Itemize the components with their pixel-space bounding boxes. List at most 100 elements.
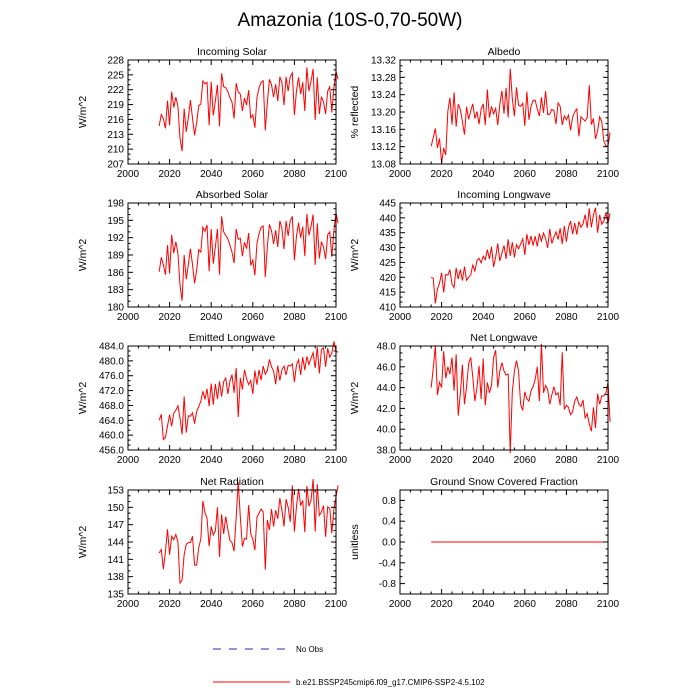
panel-8: 2000 2020 2040 2060 2080 2100 -0.8 -0.4 0.0 0.4 0.… (349, 476, 620, 610)
y-tick-label: 207 (107, 160, 124, 171)
panel-7: 2000 2020 2040 2060 2080 2100 135 138 141 144 147 1… (77, 476, 348, 610)
y-tick-label: 13.24 (371, 90, 396, 101)
x-tick-label: 2040 (200, 455, 223, 466)
y-tick-label: 189 (107, 251, 124, 262)
x-tick-label: 2080 (283, 599, 306, 610)
x-tick-label: 2060 (242, 455, 265, 466)
y-tick-label: 13.16 (371, 125, 396, 136)
plot-frame (399, 202, 609, 308)
series-line (158, 341, 339, 441)
y-tick-label: 460.0 (99, 431, 124, 442)
y-tick-label: 415 (379, 288, 396, 299)
y-tick-label: 228 (107, 56, 124, 67)
y-tick-label: 186 (107, 268, 124, 279)
y-tick-label: -0.4 (379, 558, 397, 569)
x-tick-label: 2040 (472, 169, 495, 180)
x-tick-label: 2040 (200, 169, 223, 180)
legend-model-label: b.e21.BSSP245cmip6.f09_g17.CMIP6-SSP2-4.… (296, 678, 485, 687)
y-tick-label: 225 (107, 70, 124, 81)
x-tick-label: 2100 (597, 169, 620, 180)
y-tick-label: 420 (379, 273, 396, 284)
x-tick-label: 2020 (430, 312, 453, 323)
y-axis-label: W/m^2 (349, 239, 361, 272)
x-tick-label: 2080 (555, 312, 578, 323)
y-tick-label: 210 (107, 145, 124, 156)
x-tick-label: 2040 (472, 312, 495, 323)
y-tick-label: 44.0 (377, 383, 397, 394)
x-tick-label: 2100 (597, 599, 620, 610)
x-tick-label: 2020 (158, 312, 181, 323)
y-axis-label: % reflected (349, 86, 361, 139)
y-tick-label: 0.4 (382, 517, 396, 528)
y-tick-label: 0.0 (382, 538, 396, 549)
y-tick-label: 13.32 (371, 56, 396, 67)
y-tick-label: 219 (107, 100, 124, 111)
panel-5: 2000 2020 2040 2060 2080 2100 456.0 460.0 464.0 4… (77, 332, 348, 466)
panel-title: Net Radiation (200, 476, 264, 488)
x-tick-label: 2000 (389, 599, 412, 610)
y-tick-label: 213 (107, 130, 124, 141)
y-axis-label: W/m^2 (77, 96, 89, 129)
x-tick-label: 2000 (117, 455, 140, 466)
panel-title: Net Longwave (470, 332, 537, 344)
y-tick-label: 38.0 (377, 446, 397, 457)
y-tick-label: 183 (107, 285, 124, 296)
x-tick-label: 2020 (158, 599, 181, 610)
y-tick-label: 144 (107, 538, 124, 549)
y-tick-label: 153 (107, 486, 124, 497)
x-tick-label: 2080 (555, 599, 578, 610)
x-tick-label: 2100 (325, 312, 348, 323)
panel-title: Ground Snow Covered Fraction (430, 476, 578, 488)
y-tick-label: 13.28 (371, 73, 396, 84)
x-tick-label: 2040 (200, 312, 223, 323)
plot-frame (127, 345, 337, 451)
y-axis-label: W/m^2 (77, 239, 89, 272)
y-tick-label: 440 (379, 213, 396, 224)
series-line (430, 68, 611, 164)
x-tick-label: 2040 (200, 599, 223, 610)
y-tick-label: 13.08 (371, 160, 396, 171)
x-tick-label: 2000 (389, 169, 412, 180)
y-tick-label: 425 (379, 258, 396, 269)
y-tick-label: 472.0 (99, 386, 124, 397)
x-tick-label: 2100 (325, 455, 348, 466)
panel-title: Emitted Longwave (189, 332, 276, 344)
x-tick-label: 2080 (555, 169, 578, 180)
x-tick-label: 2080 (555, 455, 578, 466)
y-tick-label: 141 (107, 555, 124, 566)
x-tick-label: 2060 (242, 312, 265, 323)
y-tick-label: 180 (107, 303, 124, 314)
x-tick-label: 2100 (325, 169, 348, 180)
x-tick-label: 2080 (283, 312, 306, 323)
y-tick-label: 430 (379, 243, 396, 254)
x-tick-label: 2100 (325, 599, 348, 610)
y-tick-label: 456.0 (99, 446, 124, 457)
y-tick-label: 216 (107, 115, 124, 126)
y-tick-label: 198 (107, 199, 124, 210)
x-tick-label: 2060 (514, 169, 537, 180)
y-tick-label: 13.20 (371, 108, 396, 119)
series-line (158, 67, 339, 152)
figure-title: Amazonia (10S-0,70-50W) (237, 10, 463, 31)
y-tick-label: -0.8 (379, 579, 397, 590)
y-axis-label: W/m^2 (77, 526, 89, 559)
series-line (158, 212, 339, 301)
x-tick-label: 2080 (283, 455, 306, 466)
series-line (430, 343, 611, 454)
y-tick-label: 46.0 (377, 362, 397, 373)
y-tick-label: 435 (379, 228, 396, 239)
y-tick-label: 48.0 (377, 342, 397, 353)
panel-title: Absorbed Solar (196, 189, 269, 201)
y-tick-label: 147 (107, 520, 124, 531)
series-line (431, 207, 611, 304)
y-axis-label: unitless (349, 524, 361, 560)
y-axis-label: W/m^2 (349, 382, 361, 415)
x-tick-label: 2000 (117, 599, 140, 610)
x-tick-label: 2020 (158, 455, 181, 466)
plot-frame (127, 59, 337, 165)
y-tick-label: 480.0 (99, 356, 124, 367)
legend: No Obs b.e21.BSSP245cmip6.f09_g17.CMIP6-S… (213, 645, 485, 687)
x-tick-label: 2100 (597, 455, 620, 466)
y-tick-label: 445 (379, 199, 396, 210)
x-tick-label: 2000 (117, 169, 140, 180)
